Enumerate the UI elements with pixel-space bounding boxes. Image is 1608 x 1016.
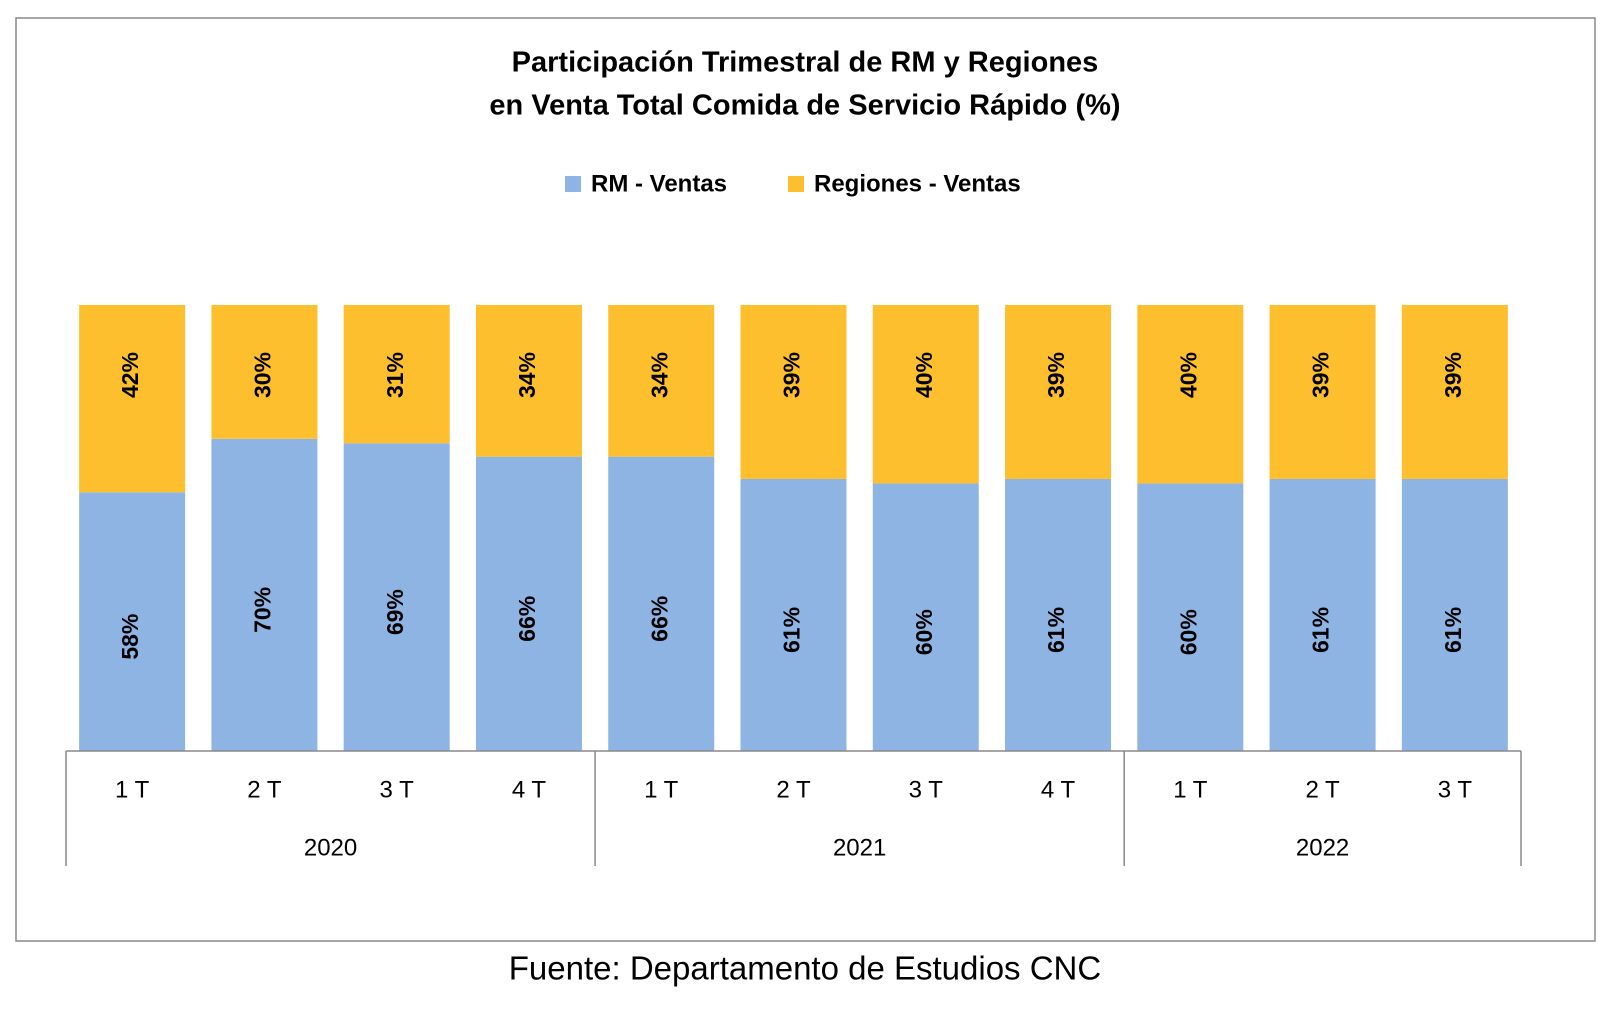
legend-label: Regiones - Ventas bbox=[814, 170, 1021, 197]
x-tick-label: 2 T bbox=[1305, 776, 1340, 803]
data-label: 66% bbox=[514, 596, 540, 642]
bar-segment bbox=[1401, 478, 1508, 751]
bar-segment bbox=[211, 438, 318, 751]
bar-segment bbox=[608, 456, 715, 751]
data-label: 34% bbox=[646, 352, 672, 398]
data-label: 39% bbox=[1043, 352, 1069, 398]
chart-border bbox=[15, 17, 1596, 942]
x-tick-label: 4 T bbox=[1041, 776, 1076, 803]
bar-segment bbox=[475, 456, 582, 751]
data-label: 61% bbox=[1440, 607, 1466, 653]
data-label: 31% bbox=[382, 352, 408, 398]
bar-segment bbox=[1137, 305, 1244, 484]
legend-label: RM - Ventas bbox=[591, 170, 727, 197]
bar-segment bbox=[211, 305, 318, 439]
bar-segment bbox=[1401, 305, 1508, 479]
group-label: 2022 bbox=[1296, 834, 1349, 861]
chart-title: en Venta Total Comida de Servicio Rápido… bbox=[489, 90, 1120, 122]
data-label: 39% bbox=[779, 352, 805, 398]
x-tick-label: 1 T bbox=[115, 776, 150, 803]
bar-segment bbox=[1137, 483, 1244, 751]
x-tick-label: 1 T bbox=[1173, 776, 1208, 803]
data-label: 39% bbox=[1440, 352, 1466, 398]
bar-segment bbox=[475, 305, 582, 457]
data-label: 69% bbox=[382, 589, 408, 635]
bar-segment bbox=[872, 305, 979, 484]
bar-segment bbox=[79, 305, 186, 493]
bar-segment bbox=[740, 305, 847, 479]
data-label: 60% bbox=[911, 609, 937, 655]
x-tick-label: 3 T bbox=[380, 776, 415, 803]
data-label: 70% bbox=[249, 587, 275, 633]
bar-segment bbox=[740, 478, 847, 751]
data-label: 30% bbox=[249, 352, 275, 398]
data-label: 42% bbox=[117, 352, 143, 398]
data-label: 39% bbox=[1308, 352, 1334, 398]
bar-segment bbox=[343, 305, 450, 444]
data-label: 61% bbox=[779, 607, 805, 653]
data-label: 40% bbox=[911, 352, 937, 398]
x-tick-label: 3 T bbox=[909, 776, 944, 803]
group-label: 2020 bbox=[304, 834, 357, 861]
x-tick-label: 2 T bbox=[247, 776, 282, 803]
bar-segment bbox=[1005, 478, 1112, 751]
bar-segment bbox=[79, 492, 186, 751]
x-tick-label: 3 T bbox=[1438, 776, 1473, 803]
x-tick-label: 2 T bbox=[776, 776, 811, 803]
data-label: 61% bbox=[1043, 607, 1069, 653]
legend-swatch bbox=[565, 176, 581, 192]
source-note: Fuente: Departamento de Estudios CNC bbox=[509, 950, 1101, 987]
data-label: 58% bbox=[117, 614, 143, 660]
data-label: 66% bbox=[646, 596, 672, 642]
bar-segment bbox=[608, 305, 715, 457]
group-label: 2021 bbox=[833, 834, 886, 861]
data-label: 61% bbox=[1308, 607, 1334, 653]
bar-segment bbox=[872, 483, 979, 751]
x-tick-label: 4 T bbox=[512, 776, 547, 803]
data-label: 60% bbox=[1175, 609, 1201, 655]
bar-segment bbox=[1269, 478, 1376, 751]
bar-segment bbox=[1005, 305, 1112, 479]
data-label: 34% bbox=[514, 352, 540, 398]
legend-swatch bbox=[788, 176, 804, 192]
bar-segment bbox=[343, 443, 450, 751]
bar-segment bbox=[1269, 305, 1376, 479]
data-label: 40% bbox=[1175, 352, 1201, 398]
chart-title: Participación Trimestral de RM y Regione… bbox=[512, 47, 1099, 79]
x-tick-label: 1 T bbox=[644, 776, 679, 803]
